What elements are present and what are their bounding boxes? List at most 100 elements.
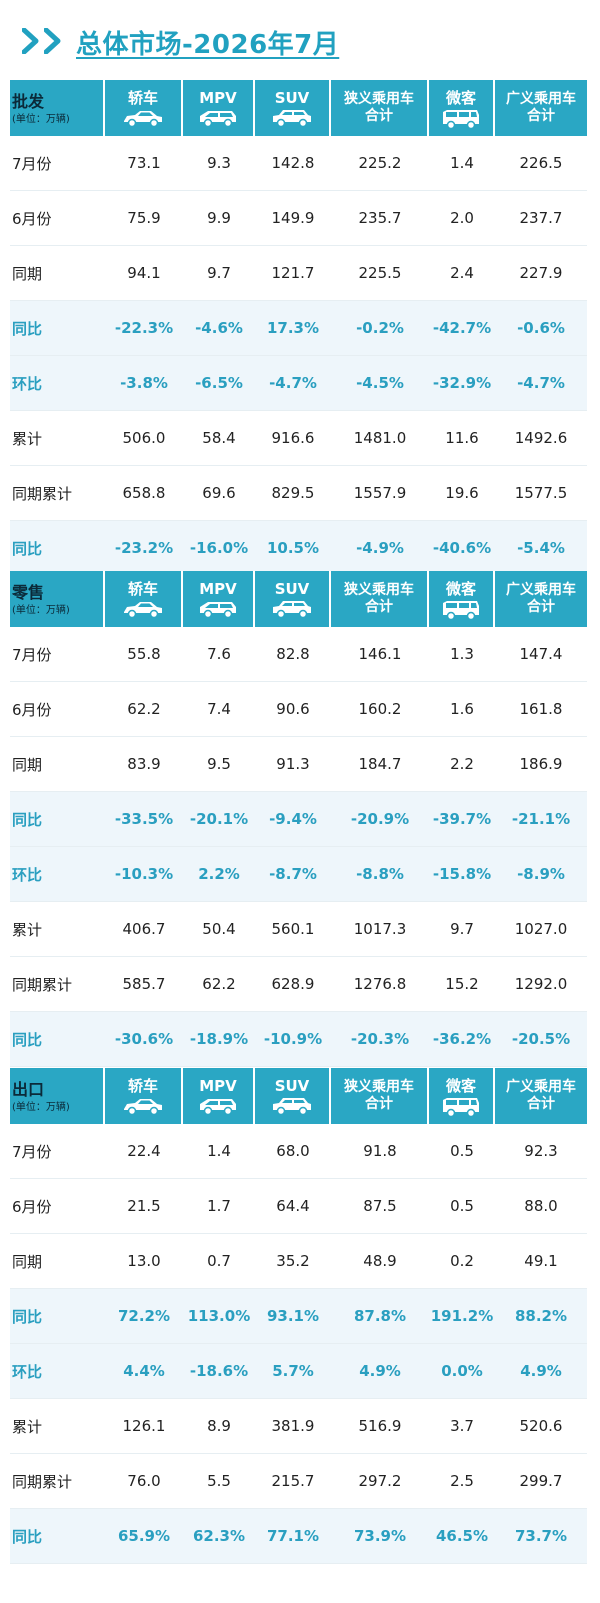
column-header: 轿车 [105, 571, 183, 627]
table-row: 环比 4.4% -18.6% 5.7% 4.9% 0.0% 4.9% [10, 1344, 587, 1399]
table-cell: 68.0 [276, 1142, 310, 1160]
table-cell: 0.7 [207, 1252, 231, 1270]
table-cell: 49.1 [524, 1252, 558, 1270]
microvan-icon [439, 109, 483, 130]
table-cell: 62.3% [192, 1527, 246, 1545]
table-cell: 92.3 [524, 1142, 558, 1160]
table-cell: 1492.6 [514, 429, 568, 447]
table-cell: -3.8% [120, 374, 168, 392]
table-cell: -18.6% [189, 1362, 249, 1380]
row-label: 6月份 [12, 1197, 52, 1216]
column-header: MPV [183, 80, 255, 136]
column-name: 微客 [445, 1077, 476, 1095]
column-header: SUV [255, 80, 331, 136]
table-cell: 13.0 [127, 1252, 161, 1270]
table-cell: 46.5% [435, 1527, 489, 1545]
table-cell: -10.9% [263, 1030, 323, 1048]
table-cell: 9.5 [207, 755, 231, 773]
column-header: SUV [255, 571, 331, 627]
table-cell: 0.5 [450, 1142, 474, 1160]
table-cell: 11.6 [445, 429, 479, 447]
row-label: 同比 [12, 1527, 43, 1546]
table-cell: 65.9% [117, 1527, 171, 1545]
table-cell: 88.2% [514, 1307, 568, 1325]
table-cell: 121.7 [271, 264, 315, 282]
microvan-icon [439, 600, 483, 621]
table-cell: 0.5 [450, 1197, 474, 1215]
table-cell: 225.2 [358, 154, 402, 172]
column-name: MPV [199, 1077, 237, 1095]
table-cell: 94.1 [127, 264, 161, 282]
chevron-right-icon [22, 28, 40, 54]
table-cell: -4.5% [356, 374, 404, 392]
row-label: 同期 [12, 264, 43, 283]
sedan-icon [121, 600, 165, 619]
table-cell: -5.4% [517, 539, 565, 557]
table-cell: 3.7 [450, 1417, 474, 1435]
table-cell: 235.7 [358, 209, 402, 227]
column-name: SUV [274, 580, 310, 598]
table-row: 同比 72.2% 113.0% 93.1% 87.8% 191.2% 88.2% [10, 1289, 587, 1344]
section-header-cell: 批发 (单位：万辆) [10, 80, 105, 136]
row-label: 环比 [12, 865, 43, 884]
table-cell: -42.7% [432, 319, 492, 337]
table-cell: 161.8 [519, 700, 563, 718]
table-cell: 21.5 [127, 1197, 161, 1215]
table-row: 累计 126.1 8.9 381.9 516.9 3.7 520.6 [10, 1399, 587, 1454]
table-row: 6月份 21.5 1.7 64.4 87.5 0.5 88.0 [10, 1179, 587, 1234]
table-cell: 191.2% [430, 1307, 494, 1325]
row-label: 同比 [12, 810, 43, 829]
table-cell: 147.4 [519, 645, 563, 663]
table-cell: -21.1% [511, 810, 571, 828]
table-cell: 1292.0 [514, 975, 568, 993]
table-cell: 628.9 [271, 975, 315, 993]
table-cell: 299.7 [519, 1472, 563, 1490]
table-cell: 83.9 [127, 755, 161, 773]
column-name: MPV [199, 89, 237, 107]
column-header: 广义乘用车 合计 [495, 80, 587, 136]
table-cell: -10.3% [114, 865, 174, 883]
table-cell: 35.2 [276, 1252, 310, 1270]
section-header-cell: 出口 (单位：万辆) [10, 1068, 105, 1124]
table-row: 同期 94.1 9.7 121.7 225.5 2.4 227.9 [10, 246, 587, 301]
row-label: 环比 [12, 1362, 43, 1381]
column-header: MPV [183, 1068, 255, 1124]
table-cell: 1027.0 [514, 920, 568, 938]
table-cell: 5.7% [272, 1362, 314, 1380]
table-cell: 225.5 [358, 264, 402, 282]
table-cell: -22.3% [114, 319, 174, 337]
row-label: 累计 [12, 1417, 43, 1436]
table-cell: -32.9% [432, 374, 492, 392]
table-cell: 9.7 [207, 264, 231, 282]
table-cell: 9.7 [450, 920, 474, 938]
table-row: 6月份 75.9 9.9 149.9 235.7 2.0 237.7 [10, 191, 587, 246]
unit-label: (单位：万辆) [12, 114, 70, 125]
table-cell: 113.0% [187, 1307, 251, 1325]
table-cell: 160.2 [358, 700, 402, 718]
table-cell: 149.9 [271, 209, 315, 227]
column-name: MPV [199, 580, 237, 598]
table-cell: 73.7% [514, 1527, 568, 1545]
table-cell: 186.9 [519, 755, 563, 773]
column-name: 狭义乘用车 合计 [344, 582, 414, 615]
table-cell: 58.4 [202, 429, 236, 447]
table-cell: 62.2 [127, 700, 161, 718]
unit-label: (单位：万辆) [12, 605, 70, 616]
table-cell: 73.9% [353, 1527, 407, 1545]
column-name: SUV [274, 89, 310, 107]
table-cell: 76.0 [127, 1472, 161, 1490]
table-cell: 1276.8 [353, 975, 407, 993]
column-name: 轿车 [127, 1077, 158, 1095]
table-row: 环比 -3.8% -6.5% -4.7% -4.5% -32.9% -4.7% [10, 356, 587, 411]
suv-icon [270, 109, 314, 128]
table-cell: 55.8 [127, 645, 161, 663]
table-cell: -20.5% [511, 1030, 571, 1048]
column-name: 广义乘用车 合计 [506, 91, 576, 124]
column-header: 狭义乘用车 合计 [331, 571, 429, 627]
section-table: 批发 (单位：万辆) 轿车 MPV SUV 狭义乘用车 合计 微客 广义乘用车 合计 7月份 73.1… [10, 80, 587, 576]
table-cell: 91.8 [363, 1142, 397, 1160]
table-header: 批发 (单位：万辆) 轿车 MPV SUV 狭义乘用车 合计 微客 广义乘用车 合计 [10, 80, 587, 136]
table-cell: 297.2 [358, 1472, 402, 1490]
table-row: 同比 -23.2% -16.0% 10.5% -4.9% -40.6% -5.4% [10, 521, 587, 576]
table-cell: -20.3% [350, 1030, 410, 1048]
